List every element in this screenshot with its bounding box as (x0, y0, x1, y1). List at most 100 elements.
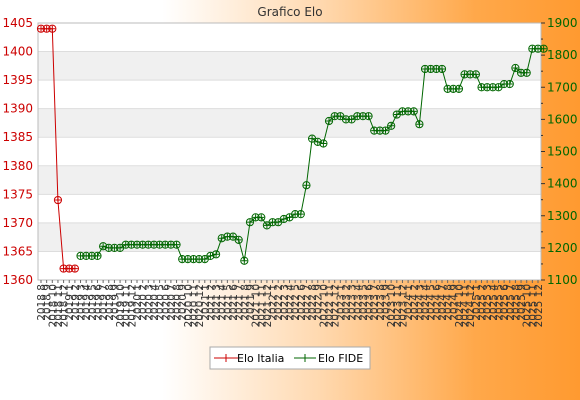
x-tick-label: 2019 12 (126, 284, 138, 327)
point-cross (94, 252, 101, 259)
left-axis: 1360 1365 1370 1375 1380 1385 1390 1395 1400 1405 (2, 16, 33, 287)
right-tick-label: 1400 (547, 177, 578, 191)
point-circle (324, 116, 334, 126)
point-circle (505, 79, 514, 89)
x-tick-label: 2019 6 (92, 284, 104, 321)
x-tick-label: 2019 9 (109, 284, 121, 321)
point-circle (240, 256, 249, 265)
series-layer (36, 24, 548, 273)
x-tick-label: 2023 1 (335, 284, 347, 321)
x-tick-label: 2024 4 (420, 284, 432, 321)
series-point-elo-italia (53, 195, 63, 205)
x-tick-label: 2022 11 (324, 284, 336, 327)
point-circle (313, 137, 322, 146)
x-tick-label: 2025 7 (505, 284, 517, 321)
legend-label-elo-fide: Elo FIDE (318, 352, 363, 365)
series-point-elo-fide (245, 218, 255, 227)
grid-band (38, 23, 541, 52)
x-tick-label: 2024 6 (431, 284, 443, 321)
point-cross (393, 111, 400, 118)
point-cross (173, 241, 180, 248)
point-circle (511, 63, 520, 73)
point-circle (387, 121, 396, 130)
x-tick-label: 2021 4 (217, 284, 229, 321)
x-tick-label: 2024 10 (454, 284, 466, 327)
point-cross (540, 45, 547, 52)
point-circle (381, 126, 390, 135)
series-point-elo-fide (296, 210, 305, 219)
legend-marker-elo-italia (222, 354, 230, 362)
series-point-elo-fide (234, 235, 243, 244)
x-tick-label: 2022 6 (296, 284, 308, 321)
x-tick-label: 2021 3 (211, 284, 223, 321)
x-tick-label: 2022 8 (307, 284, 319, 321)
grid-band (38, 80, 541, 109)
series-point-elo-fide (454, 84, 464, 93)
point-circle (319, 139, 328, 148)
x-tick-label: 2020 4 (149, 284, 161, 321)
x-tick-label: 2019 2 (70, 284, 82, 321)
point-circle (217, 234, 226, 243)
x-tick-label: 2023 8 (375, 284, 387, 321)
left-tick-label: 1405 (2, 16, 33, 30)
x-tick-label: 2025 5 (493, 284, 505, 321)
point-cross (54, 197, 61, 204)
point-cross (309, 135, 316, 142)
grid-band (38, 165, 541, 195)
x-tick-label: 2023 9 (381, 284, 393, 321)
series-point-elo-fide (505, 79, 514, 89)
point-cross (246, 219, 253, 226)
series-point-elo-fide (409, 107, 418, 116)
series-point-elo-italia (48, 24, 57, 33)
left-tick-label: 1365 (2, 244, 33, 258)
x-tick-label: 2025 10 (522, 284, 534, 327)
x-tick-label: 2024 11 (460, 284, 472, 327)
point-cross (348, 116, 355, 123)
legend-marker-elo-fide (301, 354, 309, 362)
point-circle (364, 112, 373, 121)
x-tick-label: 2023 7 (369, 284, 381, 321)
legend-box (209, 346, 371, 370)
point-cross (71, 265, 78, 272)
x-tick-label: 2022 9 (313, 284, 325, 321)
series-point-elo-fide (257, 213, 266, 222)
x-tick-label: 2023 10 (386, 284, 398, 327)
right-tick-label: 1200 (547, 241, 578, 255)
legend: Elo Italia Elo FIDE (209, 346, 371, 370)
point-cross (438, 65, 445, 72)
x-tick-label: 2020 11 (188, 284, 200, 327)
x-tick-label: 2018 8 (36, 284, 48, 321)
x-tick-label: 2022 2 (273, 284, 285, 321)
point-cross (337, 113, 344, 120)
point-circle (93, 251, 102, 261)
x-tick-label: 2018 12 (59, 284, 71, 327)
point-cross (382, 127, 389, 134)
x-tick-label: 2025 12 (533, 284, 545, 327)
x-tick-label: 2023 2 (341, 284, 353, 321)
right-tick-label: 1100 (547, 273, 578, 287)
right-tick-label: 1800 (547, 48, 578, 62)
series-point-elo-fide (381, 126, 390, 135)
point-cross (241, 257, 248, 264)
x-tick-label: 2021 8 (239, 284, 251, 321)
left-tick-label: 1395 (2, 73, 33, 87)
point-cross (472, 71, 479, 78)
x-tick-label: 2019 5 (87, 284, 99, 321)
left-tick-label: 1400 (2, 45, 33, 59)
point-circle (415, 120, 424, 129)
left-tick-label: 1380 (2, 159, 33, 173)
point-cross (258, 214, 265, 221)
point-circle (539, 44, 548, 53)
right-tick-label: 1300 (547, 209, 578, 223)
series-point-elo-fide (522, 68, 531, 77)
point-cross (455, 85, 462, 92)
x-tick-label: 2025 2 (477, 284, 489, 321)
x-tick-label: 2019 1 (64, 284, 76, 321)
x-tick-label: 2021 5 (222, 284, 234, 321)
point-circle (302, 181, 311, 190)
left-tick-label: 1375 (2, 187, 33, 201)
point-circle (234, 235, 243, 244)
right-tick-label: 1600 (547, 112, 578, 126)
point-cross (213, 251, 220, 258)
point-cross (117, 244, 124, 251)
